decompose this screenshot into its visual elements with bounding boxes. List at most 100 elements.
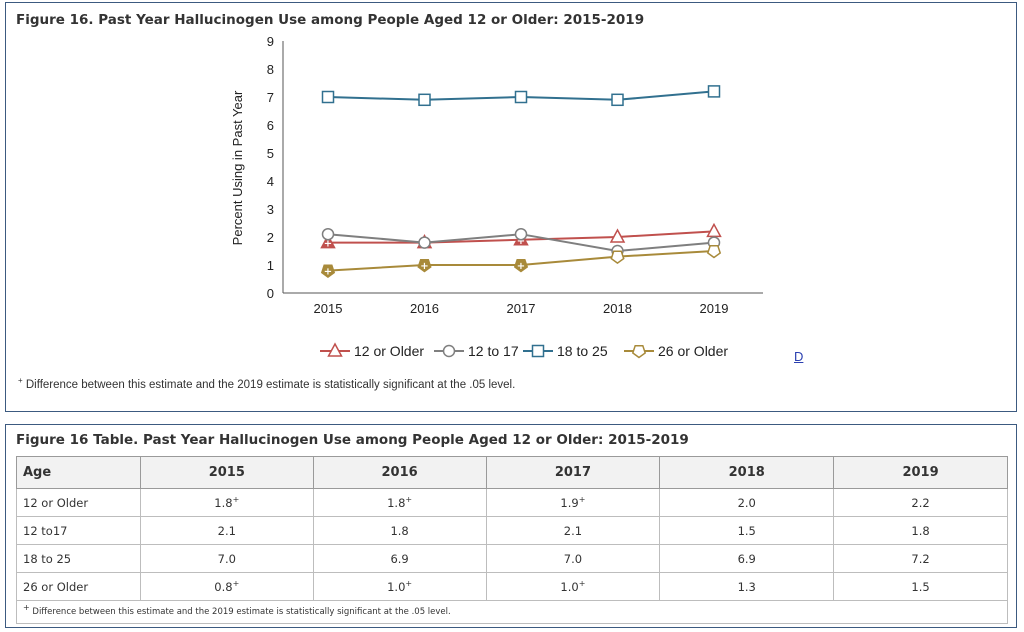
data-table: Age 2015 2016 2017 2018 2019 12 or Older…: [16, 456, 1008, 624]
table-cell: 2.2: [833, 488, 1008, 517]
y-tick-label: 9: [267, 34, 274, 49]
data-point-18-to-25: [418, 93, 431, 107]
y-tick-label: 3: [267, 202, 274, 217]
table-row: 12 to17 2.1 1.8 2.1 1.5 1.8: [16, 516, 1008, 545]
y-tick-label: 0: [267, 286, 274, 301]
column-header-2017: 2017: [485, 456, 661, 489]
significance-plus: +: [324, 267, 332, 278]
data-point-12-to-17: [418, 236, 431, 249]
table-cell: 1.8: [833, 516, 1008, 545]
table-cell: 12 to17: [16, 516, 141, 545]
table-cell: 1.0+: [312, 572, 487, 601]
figure-footnote: + Difference between this estimate and t…: [18, 376, 516, 391]
significance-plus: +: [420, 261, 428, 272]
table-footnote: + Difference between this estimate and t…: [16, 600, 1008, 624]
table-cell: 1.8+: [139, 488, 314, 517]
data-point-12-or-older: [706, 222, 722, 238]
table-cell: 1.9+: [485, 488, 661, 517]
significance-plus: +: [324, 239, 332, 250]
table-cell: 0.8+: [139, 572, 314, 601]
significance-mark: +: [232, 578, 240, 588]
x-tick-label: 2016: [410, 301, 439, 316]
line-chart: 0 1 2 3 4 5 6 7 8 9 2015 2016 2017 2018 2019 Percent Us…: [230, 34, 763, 359]
x-tick-label: 2019: [700, 301, 729, 316]
table-cell: 1.5: [659, 516, 835, 545]
data-point-12-or-older: [609, 228, 626, 243]
legend-marker-12-or-older: [327, 342, 343, 357]
data-point-26-or-older: [417, 258, 432, 273]
table-cell: 1.8+: [312, 488, 487, 517]
y-tick-label: 4: [267, 174, 274, 189]
y-tick-label: 8: [267, 62, 274, 77]
legend-marker-18-to-25: [531, 344, 545, 358]
figure-panel: Figure 16. Past Year Hallucinogen Use am…: [5, 2, 1017, 412]
table-cell: 6.9: [312, 544, 487, 573]
legend-label-12-or-older: 12 or Older: [354, 343, 424, 359]
significance-mark: +: [232, 494, 240, 504]
data-point-18-to-25: [707, 85, 721, 98]
table-title: Figure 16 Table. Past Year Hallucinogen …: [16, 432, 689, 448]
significance-mark: +: [578, 494, 586, 504]
y-tick-label: 2: [267, 230, 274, 245]
table-cell: 2.1: [485, 516, 661, 545]
column-header-2018: 2018: [659, 456, 835, 489]
significance-mark: +: [405, 494, 413, 504]
table-footnote-row: + Difference between this estimate and t…: [16, 600, 1008, 624]
data-point-18-to-25: [514, 90, 528, 104]
column-header-2015: 2015: [139, 456, 314, 489]
footnote-text: Difference between this estimate and the…: [29, 607, 451, 617]
table-cell: 2.1: [139, 516, 314, 545]
data-point-12-to-17: [514, 227, 528, 241]
x-tick-label: 2017: [507, 301, 536, 316]
table-cell: 6.9: [659, 544, 835, 573]
table-cell: 1.3: [659, 572, 835, 601]
data-point-26-or-older: [610, 250, 625, 265]
legend-label-12-to-17: 12 to 17: [468, 343, 519, 359]
y-tick-label: 6: [267, 118, 274, 133]
data-point-12-or-older: [320, 234, 336, 249]
significance-plus: +: [517, 236, 525, 247]
footnote-mark: +: [23, 603, 30, 613]
legend-marker-26-or-older: [631, 344, 647, 359]
table-cell: 26 or Older: [16, 572, 141, 601]
data-point-18-to-25: [321, 90, 335, 104]
column-header-age: Age: [16, 456, 141, 489]
table-cell: 1.8: [312, 516, 487, 545]
y-tick-label: 1: [267, 258, 274, 273]
table-row: 12 or Older 1.8+ 1.8+ 1.9+ 2.0 2.2: [16, 488, 1008, 517]
data-point-18-to-25: [611, 93, 624, 107]
data-point-26-or-older: [706, 244, 722, 259]
legend-label-18-to-25: 18 to 25: [557, 343, 608, 359]
significance-mark: +: [578, 578, 586, 588]
legend-marker-12-to-17: [442, 344, 456, 358]
significance-mark: +: [405, 578, 413, 588]
table-cell: 18 to 25: [16, 544, 141, 573]
table-row: 18 to 25 7.0 6.9 7.0 6.9 7.2: [16, 544, 1008, 573]
data-link[interactable]: D: [794, 349, 804, 364]
legend-label-26-or-older: 26 or Older: [658, 343, 728, 359]
table-cell: 1.0+: [485, 572, 661, 601]
column-header-2019: 2019: [833, 456, 1008, 489]
y-axis-label: Percent Using in Past Year: [230, 90, 245, 245]
data-point-12-to-17: [321, 227, 335, 241]
data-point-26-or-older: [513, 258, 529, 273]
table-header-row: Age 2015 2016 2017 2018 2019: [16, 456, 1008, 489]
x-tick-label: 2018: [603, 301, 632, 316]
y-tick-label: 7: [267, 90, 274, 105]
table-cell: 2.0: [659, 488, 835, 517]
table-cell: 7.0: [139, 544, 314, 573]
x-tick-label: 2015: [314, 301, 343, 316]
table-row: 26 or Older 0.8+ 1.0+ 1.0+ 1.3 1.5: [16, 572, 1008, 601]
table-cell: 7.2: [833, 544, 1008, 573]
table-cell: 7.0: [485, 544, 661, 573]
table-panel: Figure 16 Table. Past Year Hallucinogen …: [5, 424, 1017, 628]
footnote-mark: +: [18, 376, 23, 386]
table-cell: 1.5: [833, 572, 1008, 601]
footnote-text: Difference between this estimate and the…: [22, 379, 516, 391]
data-point-26-or-older: [320, 264, 336, 279]
figure-title: Figure 16. Past Year Hallucinogen Use am…: [16, 12, 645, 28]
y-tick-label: 5: [267, 146, 274, 161]
significance-plus: +: [517, 261, 525, 272]
table-cell: 12 or Older: [16, 488, 141, 517]
column-header-2016: 2016: [312, 456, 487, 489]
